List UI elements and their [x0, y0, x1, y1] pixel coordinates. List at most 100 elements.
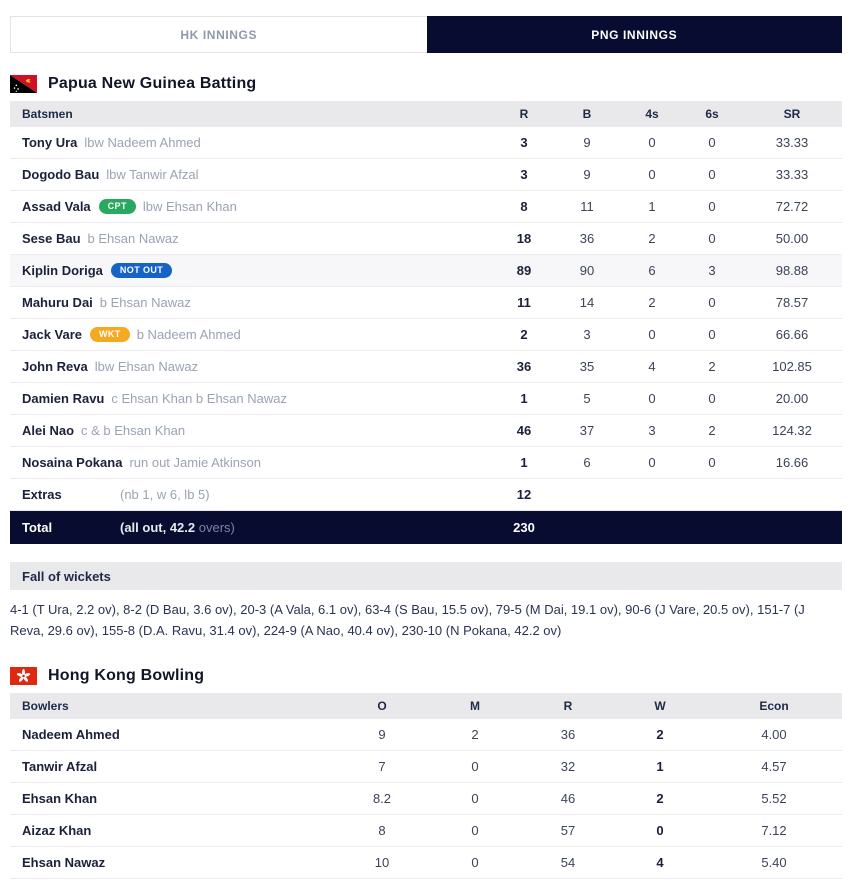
economy-cell: 4.00	[761, 727, 787, 742]
hk-flag-icon	[10, 667, 37, 685]
col-sixes: 6s	[705, 107, 719, 121]
balls-cell: 6	[583, 455, 591, 470]
balls-cell: 9	[583, 135, 591, 150]
png-flag-icon	[10, 75, 37, 93]
batsman-row: John Reva lbw Ehsan Nawaz 36 35 4 2 102.…	[10, 351, 842, 383]
dismissal-text: c Ehsan Khan b Ehsan Nawaz	[111, 391, 287, 406]
overs-cell: 10	[374, 855, 390, 870]
runs-cell: 36	[516, 359, 532, 374]
bowler-name: Ehsan Khan	[22, 791, 98, 806]
runs-conceded-cell: 46	[560, 791, 576, 806]
batsman-row: Tony Ura lbw Nadeem Ahmed 3 9 0 0 33.33	[10, 127, 842, 159]
batting-rows: Tony Ura lbw Nadeem Ahmed 3 9 0 0 33.33 …	[10, 127, 842, 479]
batsman-row: Dogodo Bau lbw Tanwir Afzal 3 9 0 0 33.3…	[10, 159, 842, 191]
innings-tabbar: HK INNINGS PNG INNINGS	[10, 16, 842, 53]
col-fours: 4s	[645, 107, 659, 121]
batsman-name: John Reva	[22, 359, 88, 374]
runs-cell: 18	[516, 231, 532, 246]
bowler-row: Tanwir Afzal 7 0 32 1 4.57	[10, 751, 842, 783]
maidens-cell: 0	[471, 791, 479, 806]
maidens-cell: 0	[471, 759, 479, 774]
fours-cell: 4	[648, 359, 656, 374]
notout-badge: NOT OUT	[110, 263, 173, 278]
strike-rate-cell: 66.66	[775, 327, 809, 342]
runs-cell: 1	[520, 455, 528, 470]
strike-rate-cell: 20.00	[775, 391, 809, 406]
strike-rate-cell: 78.57	[775, 295, 809, 310]
col-batsmen: Batsmen	[22, 107, 73, 121]
sixes-cell: 0	[708, 199, 716, 214]
maidens-cell: 0	[471, 823, 479, 838]
wickets-cell: 4	[656, 855, 664, 870]
col-overs: O	[377, 699, 387, 713]
extras-label: Extras	[22, 487, 62, 502]
col-runs: R	[519, 107, 529, 121]
balls-cell: 90	[579, 263, 595, 278]
runs-cell: 11	[517, 295, 531, 310]
sixes-cell: 2	[708, 359, 716, 374]
runs-conceded-cell: 36	[560, 727, 576, 742]
wickets-cell: 2	[656, 791, 664, 806]
balls-cell: 37	[579, 423, 595, 438]
batsman-name: Sese Bau	[22, 231, 81, 246]
fours-cell: 0	[648, 455, 656, 470]
batsman-row: Alei Nao c & b Ehsan Khan 46 37 3 2 124.…	[10, 415, 842, 447]
fours-cell: 6	[648, 263, 656, 278]
balls-cell: 35	[579, 359, 595, 374]
bowler-name: Nadeem Ahmed	[22, 727, 120, 742]
sixes-cell: 0	[708, 295, 716, 310]
col-maidens: M	[470, 699, 480, 713]
captain-badge: CPT	[98, 199, 136, 214]
dismissal-text: lbw Nadeem Ahmed	[84, 135, 201, 150]
col-economy: Econ	[759, 699, 789, 713]
bowler-name: Ehsan Nawaz	[22, 855, 106, 870]
sixes-cell: 0	[708, 167, 716, 182]
dismissal-text: c & b Ehsan Khan	[81, 423, 186, 438]
batsman-name: Alei Nao	[22, 423, 75, 438]
dismissal-text: b Nadeem Ahmed	[136, 327, 241, 342]
bowling-rows: Nadeem Ahmed 9 2 36 2 4.00 Tanwir Afzal …	[10, 719, 842, 879]
overs-cell: 9	[378, 727, 386, 742]
batsman-name: Mahuru Dai	[22, 295, 93, 310]
wickets-cell: 0	[656, 823, 664, 838]
runs-cell: 2	[520, 327, 528, 342]
runs-conceded-cell: 57	[560, 823, 576, 838]
batsman-name: Damien Ravu	[22, 391, 105, 406]
runs-conceded-cell: 32	[560, 759, 576, 774]
batsman-name: Tony Ura	[22, 135, 78, 150]
balls-cell: 3	[583, 327, 591, 342]
batting-section-title: Papua New Guinea Batting	[10, 75, 842, 93]
tab-png-innings[interactable]: PNG INNINGS	[426, 16, 842, 53]
sixes-cell: 0	[708, 455, 716, 470]
overs-cell: 7	[378, 759, 386, 774]
total-detail: (all out, 42.2 overs)	[120, 520, 235, 535]
economy-cell: 4.57	[761, 759, 787, 774]
sixes-cell: 2	[708, 423, 716, 438]
bowler-name: Tanwir Afzal	[22, 759, 98, 774]
runs-cell: 89	[516, 263, 532, 278]
batsman-row: Mahuru Dai b Ehsan Nawaz 11 14 2 0 78.57	[10, 287, 842, 319]
batting-title: Papua New Guinea Batting	[48, 75, 257, 92]
runs-cell: 46	[516, 423, 532, 438]
dismissal-text: b Ehsan Nawaz	[99, 295, 191, 310]
wickets-cell: 1	[656, 759, 664, 774]
batsman-name: Assad Vala	[22, 199, 91, 214]
sixes-cell: 0	[708, 391, 716, 406]
strike-rate-cell: 33.33	[775, 135, 809, 150]
balls-cell: 11	[580, 199, 594, 214]
tab-hk-innings[interactable]: HK INNINGS	[10, 16, 427, 53]
batsman-row: Jack Vare WKT b Nadeem Ahmed 2 3 0 0 66.…	[10, 319, 842, 351]
economy-cell: 5.52	[761, 791, 787, 806]
scorecard-page: HK INNINGS PNG INNINGS Papua New Guinea …	[10, 16, 842, 879]
fours-cell: 0	[648, 167, 656, 182]
extras-runs: 12	[516, 487, 532, 502]
strike-rate-cell: 50.00	[775, 231, 809, 246]
runs-cell: 1	[520, 391, 528, 406]
strike-rate-cell: 33.33	[775, 167, 809, 182]
col-runs-conceded: R	[563, 699, 573, 713]
fall-of-wickets-header: Fall of wickets	[10, 562, 842, 590]
maidens-cell: 0	[471, 855, 479, 870]
batsman-row: Damien Ravu c Ehsan Khan b Ehsan Nawaz 1…	[10, 383, 842, 415]
bowling-section-title: Hong Kong Bowling	[10, 667, 842, 685]
sixes-cell: 0	[708, 327, 716, 342]
